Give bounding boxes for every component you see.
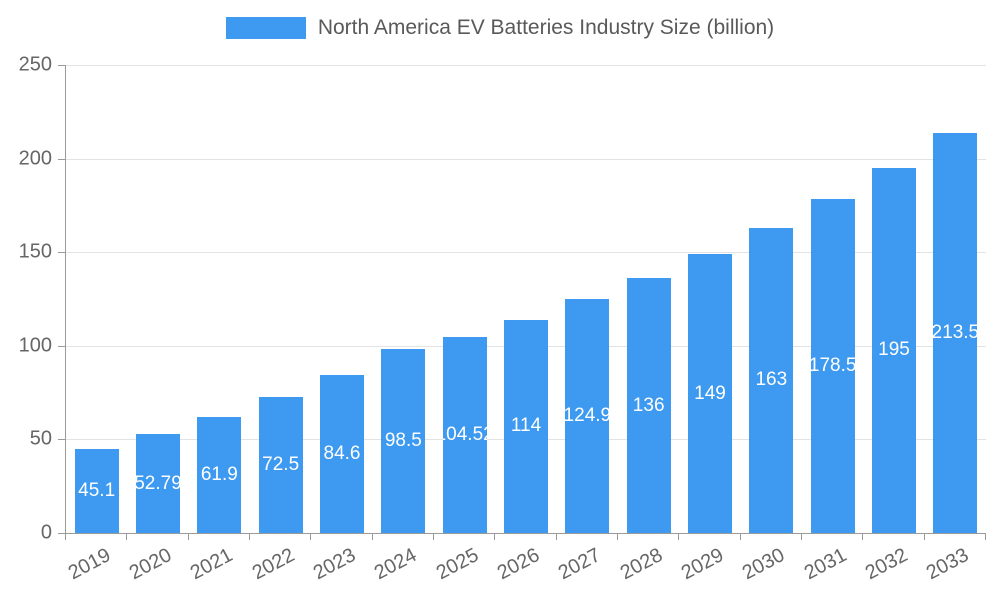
y-tick-mark bbox=[58, 65, 65, 66]
bar-value-label: 124.9 bbox=[565, 405, 610, 427]
x-tick-mark bbox=[739, 534, 741, 540]
x-tick-mark bbox=[985, 534, 986, 540]
y-tick-label: 50 bbox=[29, 427, 52, 450]
bar-value-label: 104.52 bbox=[443, 424, 487, 446]
y-tick-mark bbox=[58, 345, 65, 347]
x-tick-mark bbox=[923, 534, 925, 540]
bar-value-label: 84.6 bbox=[323, 442, 361, 464]
x-tick-mark bbox=[249, 534, 250, 540]
chart-legend[interactable]: North America EV Batteries Industry Size… bbox=[0, 16, 1000, 40]
bar[interactable]: 98.5 bbox=[381, 348, 426, 533]
bar[interactable]: 213.5 bbox=[933, 133, 978, 533]
x-tick-mark bbox=[187, 534, 189, 540]
bar-value-label: 195 bbox=[878, 339, 910, 361]
bar-value-label: 98.5 bbox=[384, 429, 422, 451]
bar-value-label: 178.5 bbox=[810, 354, 855, 376]
y-tick-mark bbox=[58, 158, 65, 160]
bar-value-label: 72.5 bbox=[262, 454, 300, 476]
y-tick-label: 250 bbox=[18, 53, 52, 76]
x-tick-mark bbox=[433, 534, 434, 540]
x-tick-mark bbox=[555, 534, 557, 540]
x-tick-mark bbox=[617, 534, 618, 540]
bar[interactable]: 84.6 bbox=[320, 374, 364, 533]
bar[interactable]: 163 bbox=[749, 227, 794, 533]
bar-value-label: 136 bbox=[632, 394, 665, 416]
y-tick-mark bbox=[58, 533, 65, 534]
y-tick-label: 0 bbox=[40, 521, 52, 544]
legend-swatch bbox=[225, 17, 306, 39]
x-tick-mark bbox=[371, 534, 373, 540]
y-tick-label: 200 bbox=[18, 147, 52, 170]
x-tick-mark bbox=[862, 534, 864, 540]
y-tick-label: 100 bbox=[18, 334, 52, 357]
bar[interactable]: 136 bbox=[626, 278, 671, 533]
bar-value-label: 213.5 bbox=[933, 322, 978, 344]
bar-value-label: 149 bbox=[694, 382, 726, 404]
y-tick-label: 150 bbox=[18, 240, 52, 263]
y-tick-mark bbox=[58, 252, 65, 254]
bar-value-label: 163 bbox=[755, 369, 788, 391]
bar[interactable]: 149 bbox=[688, 254, 732, 533]
x-tick-mark bbox=[126, 534, 128, 540]
gridline bbox=[66, 65, 986, 66]
x-tick-mark bbox=[65, 534, 66, 540]
bar[interactable]: 52.79 bbox=[136, 434, 180, 533]
bar[interactable]: 61.9 bbox=[197, 417, 242, 533]
bar[interactable]: 195 bbox=[872, 167, 916, 533]
gridline bbox=[66, 158, 986, 160]
gridline bbox=[66, 252, 986, 254]
x-tick-mark bbox=[801, 534, 802, 540]
x-tick-mark bbox=[310, 534, 312, 540]
bar[interactable]: 45.1 bbox=[74, 448, 119, 533]
bar[interactable]: 114 bbox=[504, 319, 548, 533]
bar[interactable]: 72.5 bbox=[258, 397, 303, 533]
bar-value-label: 45.1 bbox=[78, 479, 116, 501]
x-tick-mark bbox=[494, 534, 496, 540]
x-tick-mark bbox=[678, 534, 680, 540]
bar-value-label: 114 bbox=[510, 415, 542, 437]
bar-value-label: 61.9 bbox=[200, 464, 238, 486]
bar[interactable]: 178.5 bbox=[810, 198, 855, 533]
y-tick-mark bbox=[58, 439, 65, 441]
bar[interactable]: 104.52 bbox=[442, 337, 487, 533]
bar-value-label: 52.79 bbox=[136, 472, 180, 494]
plot-area: 45.1 52.79 61.9 72.5 84.6 98.5 104.52 114 124.9 1… bbox=[65, 65, 986, 534]
bar[interactable]: 124.9 bbox=[565, 299, 610, 533]
legend-label: North America EV Batteries Industry Size… bbox=[317, 16, 775, 39]
